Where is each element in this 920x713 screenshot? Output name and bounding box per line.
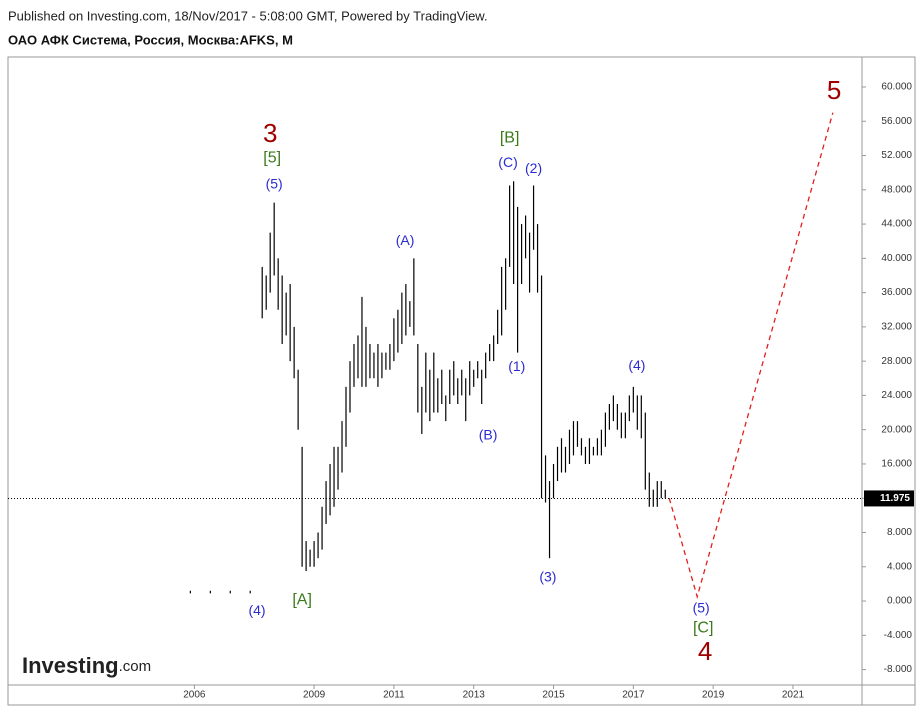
y-tick-label: 0.000 (887, 596, 912, 607)
y-tick-label: 60.000 (881, 82, 912, 93)
wave-label: [B] (500, 130, 520, 147)
wave-label: 4 (698, 636, 712, 666)
wave-label: [C] (693, 620, 713, 637)
wave-label: (3) (539, 569, 556, 585)
y-tick-label: 48.000 (881, 184, 912, 195)
last-price-box (864, 490, 914, 507)
wave-label: (2) (525, 160, 542, 176)
y-tick-label: 36.000 (881, 287, 912, 298)
chart-frame (7, 56, 916, 706)
y-tick-label: 40.000 (881, 253, 912, 264)
wave-label: (B) (479, 426, 498, 442)
last-price-label: 11.975 (880, 493, 910, 504)
published-note: Published on Investing.com, 18/Nov/2017 … (8, 8, 488, 23)
y-tick-label: 44.000 (881, 219, 912, 230)
wave-label: [A] (292, 591, 312, 608)
logo-suffix: .com (119, 658, 152, 675)
y-tick-label: 8.000 (887, 527, 912, 538)
y-tick-label: 16.000 (881, 459, 912, 470)
y-tick-label: 24.000 (881, 390, 912, 401)
y-tick-label: -8.000 (884, 664, 913, 675)
y-tick-label: -4.000 (884, 630, 913, 641)
x-tick-label: 2009 (303, 690, 326, 701)
symbol-title: ОАО АФК Система, Россия, Москва:AFKS, M (8, 32, 293, 47)
x-tick-label: 2015 (542, 690, 565, 701)
y-tick-label: 4.000 (887, 561, 912, 572)
y-tick-label: 28.000 (881, 356, 912, 367)
x-tick-label: 2021 (782, 690, 805, 701)
wave-label: (4) (248, 602, 265, 618)
y-tick-label: 52.000 (881, 150, 912, 161)
logo: Investing.com (22, 653, 151, 678)
x-tick-label: 2017 (622, 690, 645, 701)
x-tick-label: 2006 (183, 690, 206, 701)
logo-name: Investing (22, 653, 119, 678)
wave-label: (4) (628, 357, 645, 373)
y-tick-label: 20.000 (881, 424, 912, 435)
wave-label: (5) (693, 599, 710, 615)
y-tick-label: 56.000 (881, 116, 912, 127)
x-tick-label: 2011 (383, 690, 405, 701)
wave-label: (A) (396, 232, 415, 248)
forecast-line (668, 112, 834, 600)
wave-label: [5] (263, 149, 281, 166)
x-tick-label: 2019 (702, 690, 725, 701)
y-tick-label: 32.000 (881, 322, 912, 333)
wave-label: 3 (263, 118, 277, 148)
wave-label: (C) (498, 154, 517, 170)
x-tick-label: 2013 (463, 690, 486, 701)
wave-label: (1) (508, 358, 525, 374)
wave-label: (5) (266, 175, 283, 191)
wave-label: 5 (827, 75, 841, 105)
